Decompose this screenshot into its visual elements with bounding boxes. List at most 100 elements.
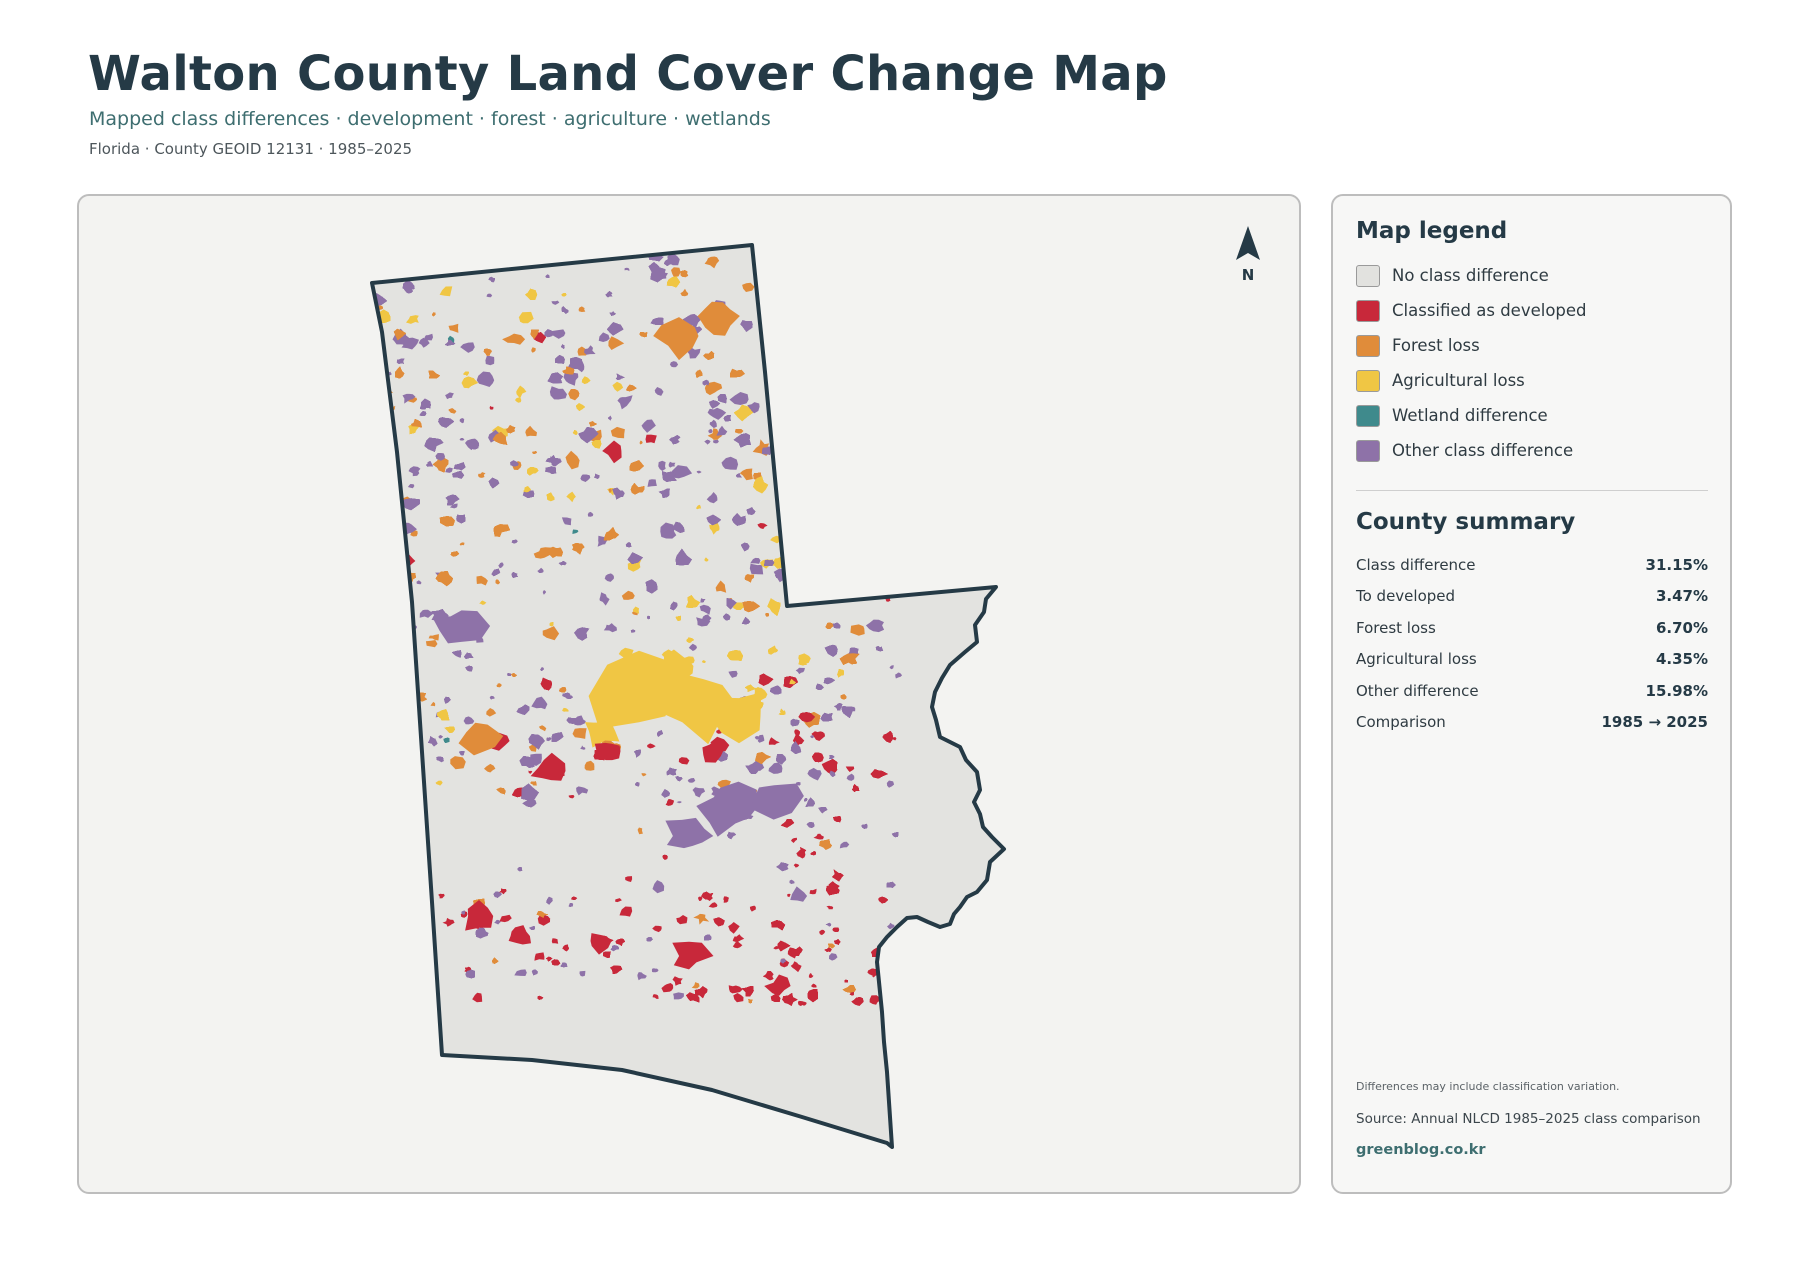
change-patch <box>886 780 895 788</box>
summary-value: 4.35% <box>1655 650 1708 669</box>
change-patch <box>699 604 711 615</box>
change-patch <box>478 472 486 478</box>
change-patch <box>698 896 703 901</box>
legend-label: Agricultural loss <box>1392 371 1525 390</box>
change-patch <box>476 371 495 387</box>
change-patch <box>850 624 865 636</box>
change-patch <box>612 381 624 392</box>
change-patch <box>479 600 487 605</box>
change-patch <box>661 983 674 993</box>
summary-row: Comparison 1985 → 2025 <box>1356 707 1708 739</box>
change-patch <box>796 851 806 859</box>
change-patch <box>691 982 700 989</box>
change-patch <box>645 434 657 444</box>
summary-value: 6.70% <box>1655 618 1708 637</box>
change-patch <box>619 906 633 917</box>
change-patch <box>514 969 527 976</box>
change-patch <box>489 695 495 700</box>
change-patch <box>662 525 666 529</box>
change-patch <box>716 425 728 436</box>
change-patch <box>671 267 681 278</box>
legend-swatch <box>1356 299 1380 322</box>
change-patch <box>701 660 706 663</box>
change-patch <box>654 387 664 396</box>
change-patch <box>750 557 761 564</box>
change-patch <box>445 467 453 473</box>
section-divider <box>1356 490 1708 491</box>
change-patch <box>562 707 569 712</box>
change-patch <box>757 523 768 529</box>
change-patch <box>545 274 550 278</box>
change-patch <box>739 468 753 481</box>
change-patch <box>435 780 443 786</box>
change-patch <box>692 787 706 798</box>
change-patch <box>802 1001 807 1006</box>
change-patch <box>603 623 617 633</box>
summary-label: Comparison <box>1356 713 1446 732</box>
change-patch <box>459 542 465 546</box>
change-patch <box>829 953 838 961</box>
change-patch <box>542 626 560 641</box>
change-patch <box>678 757 690 765</box>
county-map[interactable] <box>79 196 1301 1194</box>
change-patch <box>598 332 610 342</box>
change-patch <box>450 756 466 770</box>
change-patch <box>621 590 635 600</box>
change-patch <box>608 336 625 350</box>
change-patch <box>680 288 689 297</box>
change-patch <box>787 893 791 898</box>
change-patch <box>764 559 775 566</box>
site-link[interactable]: greenblog.co.kr <box>1356 1142 1486 1158</box>
change-patch <box>708 429 713 434</box>
change-patch <box>658 460 666 471</box>
change-patch <box>604 573 614 582</box>
change-patch <box>566 491 576 503</box>
change-patch <box>565 450 580 470</box>
change-patch <box>728 985 743 994</box>
summary-row: To developed 3.47% <box>1356 581 1708 613</box>
change-patch <box>839 841 850 849</box>
change-patch <box>749 905 756 912</box>
summary-value: 15.98% <box>1645 681 1708 700</box>
change-patch <box>669 465 693 479</box>
footnote: Differences may include classification v… <box>1356 1080 1620 1093</box>
change-patch <box>742 282 755 292</box>
change-patch <box>484 763 496 773</box>
change-patch <box>669 361 679 368</box>
change-patch <box>579 970 586 977</box>
legend-item-no-difference: No class difference <box>1356 258 1708 293</box>
change-patch <box>496 683 502 688</box>
summary-label: Agricultural loss <box>1356 650 1477 669</box>
summary-title: County summary <box>1356 509 1576 535</box>
change-patch <box>568 795 575 799</box>
change-patch <box>525 425 537 437</box>
change-patch <box>723 896 729 903</box>
summary-table: Class difference 31.15% To developed 3.4… <box>1356 549 1708 738</box>
map-panel[interactable]: N <box>77 194 1301 1194</box>
summary-value: 3.47% <box>1655 587 1708 606</box>
change-patch <box>378 305 384 310</box>
change-patch <box>551 938 559 944</box>
change-patch <box>406 315 419 324</box>
change-patch <box>561 517 572 526</box>
change-patch <box>485 355 495 366</box>
change-patch <box>486 708 497 717</box>
change-patch <box>572 728 587 739</box>
change-patch <box>515 397 522 403</box>
source-credit: Source: Annual NLCD 1985–2025 class comp… <box>1356 1111 1701 1127</box>
change-patch <box>445 392 454 400</box>
change-patch <box>696 470 702 474</box>
legend-item-wetland: Wetland difference <box>1356 398 1708 433</box>
summary-row: Class difference 31.15% <box>1356 549 1708 581</box>
change-patch <box>846 773 855 781</box>
change-patch <box>518 311 534 324</box>
summary-label: Class difference <box>1356 555 1476 574</box>
summary-label: To developed <box>1356 587 1456 606</box>
page-title: Walton County Land Cover Change Map <box>88 46 1168 102</box>
change-patch <box>637 827 643 835</box>
change-patch <box>624 267 630 271</box>
change-patch <box>584 345 596 355</box>
change-patch <box>430 701 436 707</box>
change-patch <box>647 743 656 749</box>
change-patch <box>615 898 622 903</box>
